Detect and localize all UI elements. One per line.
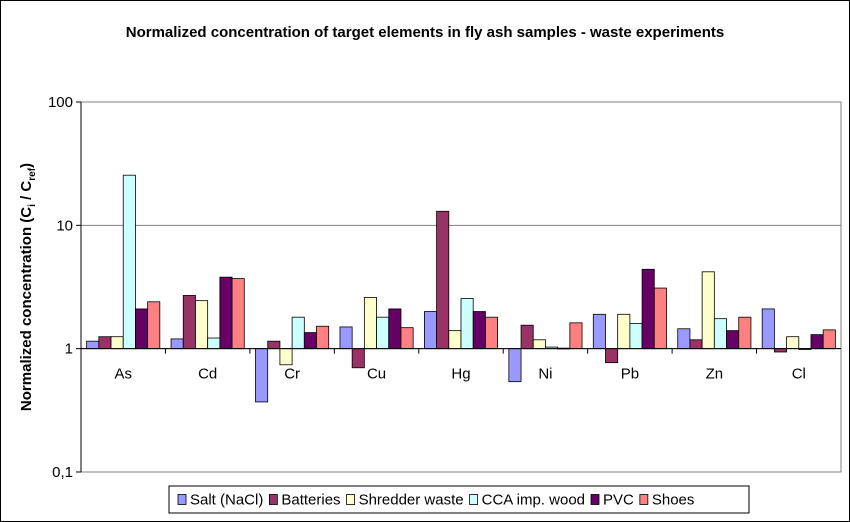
bar bbox=[182, 295, 196, 350]
bar bbox=[135, 308, 149, 350]
bar bbox=[363, 297, 377, 350]
legend bbox=[168, 485, 750, 514]
y-axis-label-end: ) bbox=[18, 163, 35, 168]
bar bbox=[689, 339, 703, 350]
bar bbox=[520, 324, 534, 350]
legend-label: CCA imp. wood bbox=[482, 492, 585, 509]
bar bbox=[677, 328, 691, 350]
legend-swatch bbox=[469, 494, 479, 505]
y-axis-label-main: Normalized concentration (C bbox=[18, 207, 35, 411]
bar bbox=[207, 337, 221, 350]
bar bbox=[629, 323, 643, 350]
y-tick-label: 1 bbox=[65, 341, 73, 358]
category-label: Hg bbox=[451, 366, 470, 383]
category-label: Ni bbox=[538, 366, 552, 383]
bar bbox=[195, 300, 209, 350]
bar bbox=[448, 330, 462, 350]
bar bbox=[592, 313, 606, 350]
legend-swatch bbox=[346, 494, 355, 505]
bar bbox=[316, 325, 330, 350]
bar bbox=[484, 316, 498, 350]
bar bbox=[713, 318, 727, 350]
bar bbox=[351, 348, 365, 369]
bar bbox=[219, 276, 233, 350]
legend-label: Shoes bbox=[652, 492, 695, 509]
bars bbox=[86, 174, 836, 403]
y-tick-label: 10 bbox=[56, 217, 73, 234]
category-label: Cu bbox=[367, 366, 386, 383]
bar bbox=[761, 308, 775, 350]
bar bbox=[291, 316, 305, 350]
legend-label: Batteries bbox=[281, 492, 340, 509]
bar bbox=[786, 336, 800, 350]
legend-swatch bbox=[639, 494, 649, 505]
bar bbox=[641, 268, 655, 350]
y-axis-label-sub-i: i bbox=[27, 204, 38, 207]
legend-label: PVC bbox=[603, 492, 634, 509]
bar bbox=[303, 332, 317, 350]
category-label: As bbox=[114, 366, 132, 383]
bar bbox=[231, 278, 245, 350]
bar bbox=[388, 308, 402, 350]
category-labels: As Cd Cr Cu Hg Ni Pb Zn Cl bbox=[80, 348, 806, 383]
bar bbox=[279, 348, 293, 366]
y-axis-label-sub-ref: ref bbox=[27, 167, 38, 180]
category-label: Cd bbox=[198, 366, 217, 383]
bar bbox=[532, 339, 546, 350]
bar bbox=[653, 287, 667, 350]
bar bbox=[110, 336, 124, 350]
bar bbox=[726, 330, 740, 350]
category-label: Cr bbox=[284, 366, 300, 383]
bar bbox=[255, 348, 269, 403]
bar bbox=[98, 336, 112, 350]
y-axis-label-mid: / C bbox=[18, 181, 35, 205]
bar bbox=[170, 338, 184, 350]
legend-label: Shredder waste bbox=[359, 492, 464, 509]
plot-area bbox=[80, 101, 842, 473]
bar bbox=[376, 316, 390, 350]
bar bbox=[86, 340, 100, 350]
bar bbox=[436, 210, 450, 350]
legend-label: Salt (NaCl) bbox=[190, 492, 263, 509]
legend-swatch bbox=[590, 494, 600, 505]
category-label: Cl bbox=[792, 366, 806, 383]
y-ticks: 0,1 1 10 100 bbox=[48, 94, 81, 481]
y-tick-label: 100 bbox=[48, 94, 73, 111]
bar bbox=[569, 322, 583, 350]
category-label: Pb bbox=[621, 366, 639, 383]
bar bbox=[810, 334, 824, 350]
legend-swatch bbox=[177, 494, 187, 505]
chart-title: Normalized concentration of target eleme… bbox=[126, 24, 725, 41]
bar bbox=[738, 316, 752, 350]
bar bbox=[605, 348, 619, 364]
bar bbox=[460, 298, 474, 350]
bar bbox=[822, 329, 836, 350]
bar bbox=[423, 311, 437, 350]
legend-swatch bbox=[268, 494, 278, 505]
bar bbox=[701, 271, 715, 350]
bar bbox=[617, 313, 631, 350]
category-label: Zn bbox=[706, 366, 724, 383]
legend-items: Salt (NaCl) Batteries Shredder waste CCA im… bbox=[177, 492, 695, 509]
bar bbox=[339, 326, 353, 350]
bar bbox=[472, 311, 486, 350]
y-tick-label: 0,1 bbox=[52, 464, 73, 481]
bar bbox=[147, 301, 161, 350]
bar bbox=[267, 340, 281, 350]
bar bbox=[400, 327, 414, 350]
bar bbox=[508, 348, 522, 383]
y-axis-label: Normalized concentration (Ci / Cref) bbox=[18, 163, 38, 411]
bar bbox=[122, 174, 136, 350]
